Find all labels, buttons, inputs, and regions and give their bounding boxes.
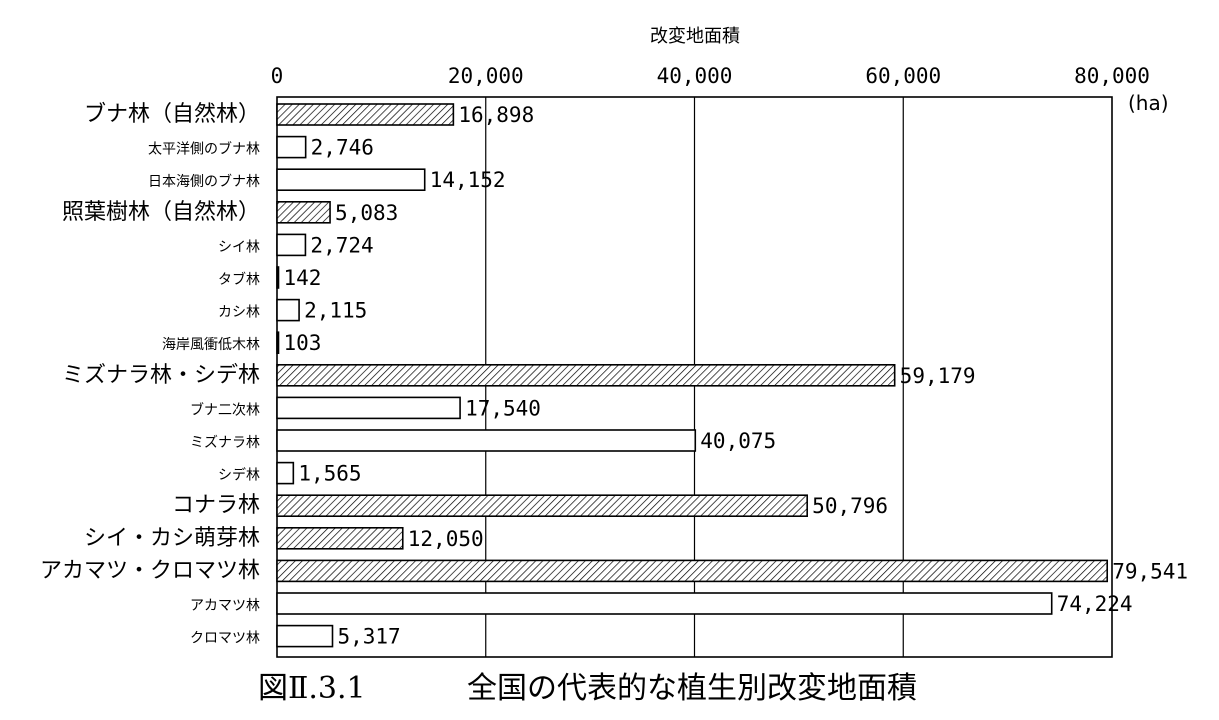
- data-label: 12,050: [408, 527, 484, 551]
- data-label: 14,152: [430, 168, 506, 192]
- hollow-bar: [276, 331, 280, 355]
- category-label-minor: ミズナラ林: [190, 435, 260, 451]
- hollow-bar: [276, 461, 295, 485]
- hollow-bar: [276, 168, 426, 191]
- x-tick-label: 60,000: [865, 64, 941, 88]
- category-label-minor: シイ林: [218, 239, 260, 255]
- x-tick-label: 40,000: [657, 64, 733, 88]
- figure-number: 図Ⅱ.3.1: [258, 671, 366, 706]
- category-label-major: 照葉樹林（自然林）: [62, 200, 260, 225]
- hollow-bar: [276, 298, 300, 322]
- hatched-bar: [276, 494, 808, 518]
- figure-caption: 図Ⅱ.3.1 全国の代表的な植生別改変地面積: [0, 665, 1219, 713]
- hatched-bar: [276, 201, 331, 224]
- data-label: 74,224: [1057, 592, 1133, 616]
- chart-title-layer: 改変地面積 (ha): [650, 26, 1169, 115]
- data-label: 103: [284, 331, 322, 355]
- chart-title: 改変地面積: [650, 26, 740, 47]
- data-label: 16,898: [458, 103, 534, 127]
- category-label-minor: 太平洋側のブナ林: [148, 141, 260, 158]
- data-label: 50,796: [812, 494, 888, 518]
- hollow-bar: [276, 624, 334, 648]
- hatched-bar: [276, 559, 1109, 583]
- data-label: 5,317: [337, 625, 400, 649]
- data-label: 1,565: [298, 462, 361, 486]
- category-label-major: アカマツ・クロマツ林: [40, 558, 260, 583]
- hollow-bar: [276, 135, 307, 159]
- data-label: 2,746: [311, 136, 374, 160]
- category-label-major: コナラ林: [172, 493, 260, 518]
- category-label-minor: 海岸風衝低木林: [162, 337, 260, 353]
- hollow-bar: [276, 233, 307, 257]
- data-label: 59,179: [900, 364, 976, 388]
- hatched-bar: [276, 103, 455, 126]
- x-tick-label: 0: [271, 64, 284, 88]
- bar-chart: 改変地面積 (ha) 0 20,000 40,000 60,000 80,000 ブナ林（…: [40, 26, 1189, 658]
- category-label-minor: ブナ二次林: [190, 401, 260, 418]
- data-label: 79,541: [1112, 559, 1188, 583]
- category-label-major: ミズナラ林・シデ林: [62, 363, 260, 388]
- unit-label: (ha): [1128, 91, 1169, 115]
- data-label: 17,540: [465, 396, 541, 420]
- hollow-bar: [276, 266, 280, 289]
- data-label: 142: [284, 266, 322, 290]
- hatched-bar: [276, 363, 896, 387]
- bars: [276, 103, 1109, 648]
- category-label-minor: シデ林: [218, 467, 260, 484]
- category-label-minor: アカマツ林: [190, 598, 260, 614]
- data-label: 40,075: [700, 429, 776, 453]
- category-label-major: シイ・カシ萌芽林: [84, 526, 260, 551]
- x-tick-label: 20,000: [448, 64, 524, 88]
- hollow-bar: [276, 429, 697, 452]
- hollow-bar: [276, 396, 461, 420]
- x-axis-tick-labels: 0 20,000 40,000 60,000 80,000: [271, 64, 1150, 88]
- category-label-minor: クロマツ林: [190, 631, 260, 647]
- hatched-bar: [276, 526, 404, 550]
- figure-title: 全国の代表的な植生別改変地面積: [467, 671, 917, 706]
- category-label-minor: タブ林: [218, 271, 260, 288]
- data-label: 5,083: [335, 201, 398, 225]
- data-labels: 16,898 2,746 14,152 5,083 2,724 142 2,115 103 59…: [284, 103, 1189, 649]
- category-label-minor: 日本海側のブナ林: [148, 173, 260, 190]
- data-label: 2,724: [310, 233, 373, 257]
- category-label-minor: カシ林: [218, 305, 260, 321]
- data-label: 2,115: [304, 299, 367, 323]
- x-tick-label: 80,000: [1074, 64, 1150, 88]
- hollow-bar: [276, 592, 1053, 615]
- category-label-major: ブナ林（自然林）: [84, 102, 260, 127]
